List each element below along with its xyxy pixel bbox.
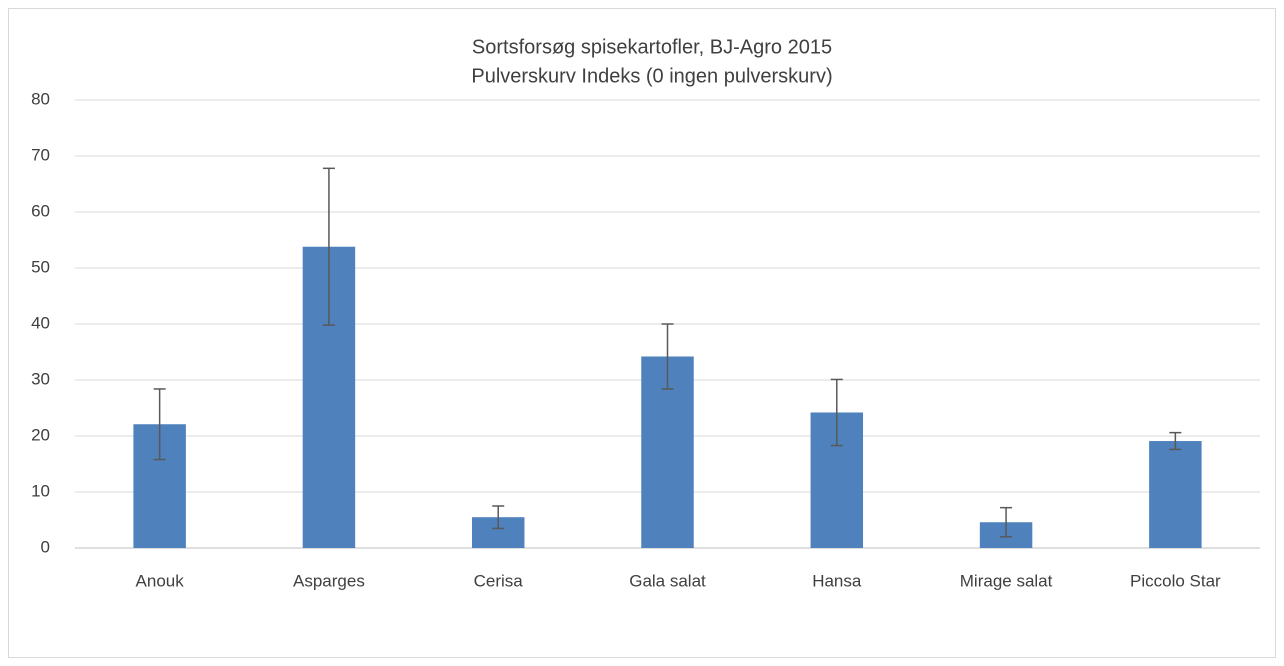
error-bar	[830, 378, 843, 447]
y-tick-label: 60	[31, 201, 50, 220]
chart-border	[8, 8, 1276, 658]
chart-subtitle: Pulverskurv Indeks (0 ingen pulverskurv)	[471, 65, 832, 87]
y-tick-label: 70	[31, 145, 50, 164]
y-tick-label: 20	[31, 425, 50, 444]
error-bar	[322, 167, 335, 326]
y-tick-label: 0	[41, 537, 50, 556]
error-bar	[1000, 506, 1013, 538]
y-tick-label: 40	[31, 313, 50, 332]
x-tick-label: Asparges	[293, 571, 365, 590]
x-tick-label: Mirage salat	[960, 571, 1053, 590]
error-bar	[153, 388, 166, 461]
y-tick-label: 30	[31, 369, 50, 388]
error-bar	[661, 323, 674, 390]
y-tick-label: 50	[31, 257, 50, 276]
error-bar	[492, 505, 505, 530]
y-tick-label: 10	[31, 481, 50, 500]
x-tick-label: Hansa	[812, 571, 862, 590]
bar	[1149, 441, 1202, 548]
x-tick-label: Cerisa	[474, 571, 524, 590]
y-tick-label: 80	[31, 89, 50, 108]
error-bar	[1169, 431, 1182, 451]
x-tick-label: Gala salat	[629, 571, 706, 590]
x-tick-label: Anouk	[136, 571, 185, 590]
x-tick-label: Piccolo Star	[1130, 571, 1221, 590]
chart-title: Sortsforsøg spisekartofler, BJ-Agro 2015	[472, 36, 832, 58]
